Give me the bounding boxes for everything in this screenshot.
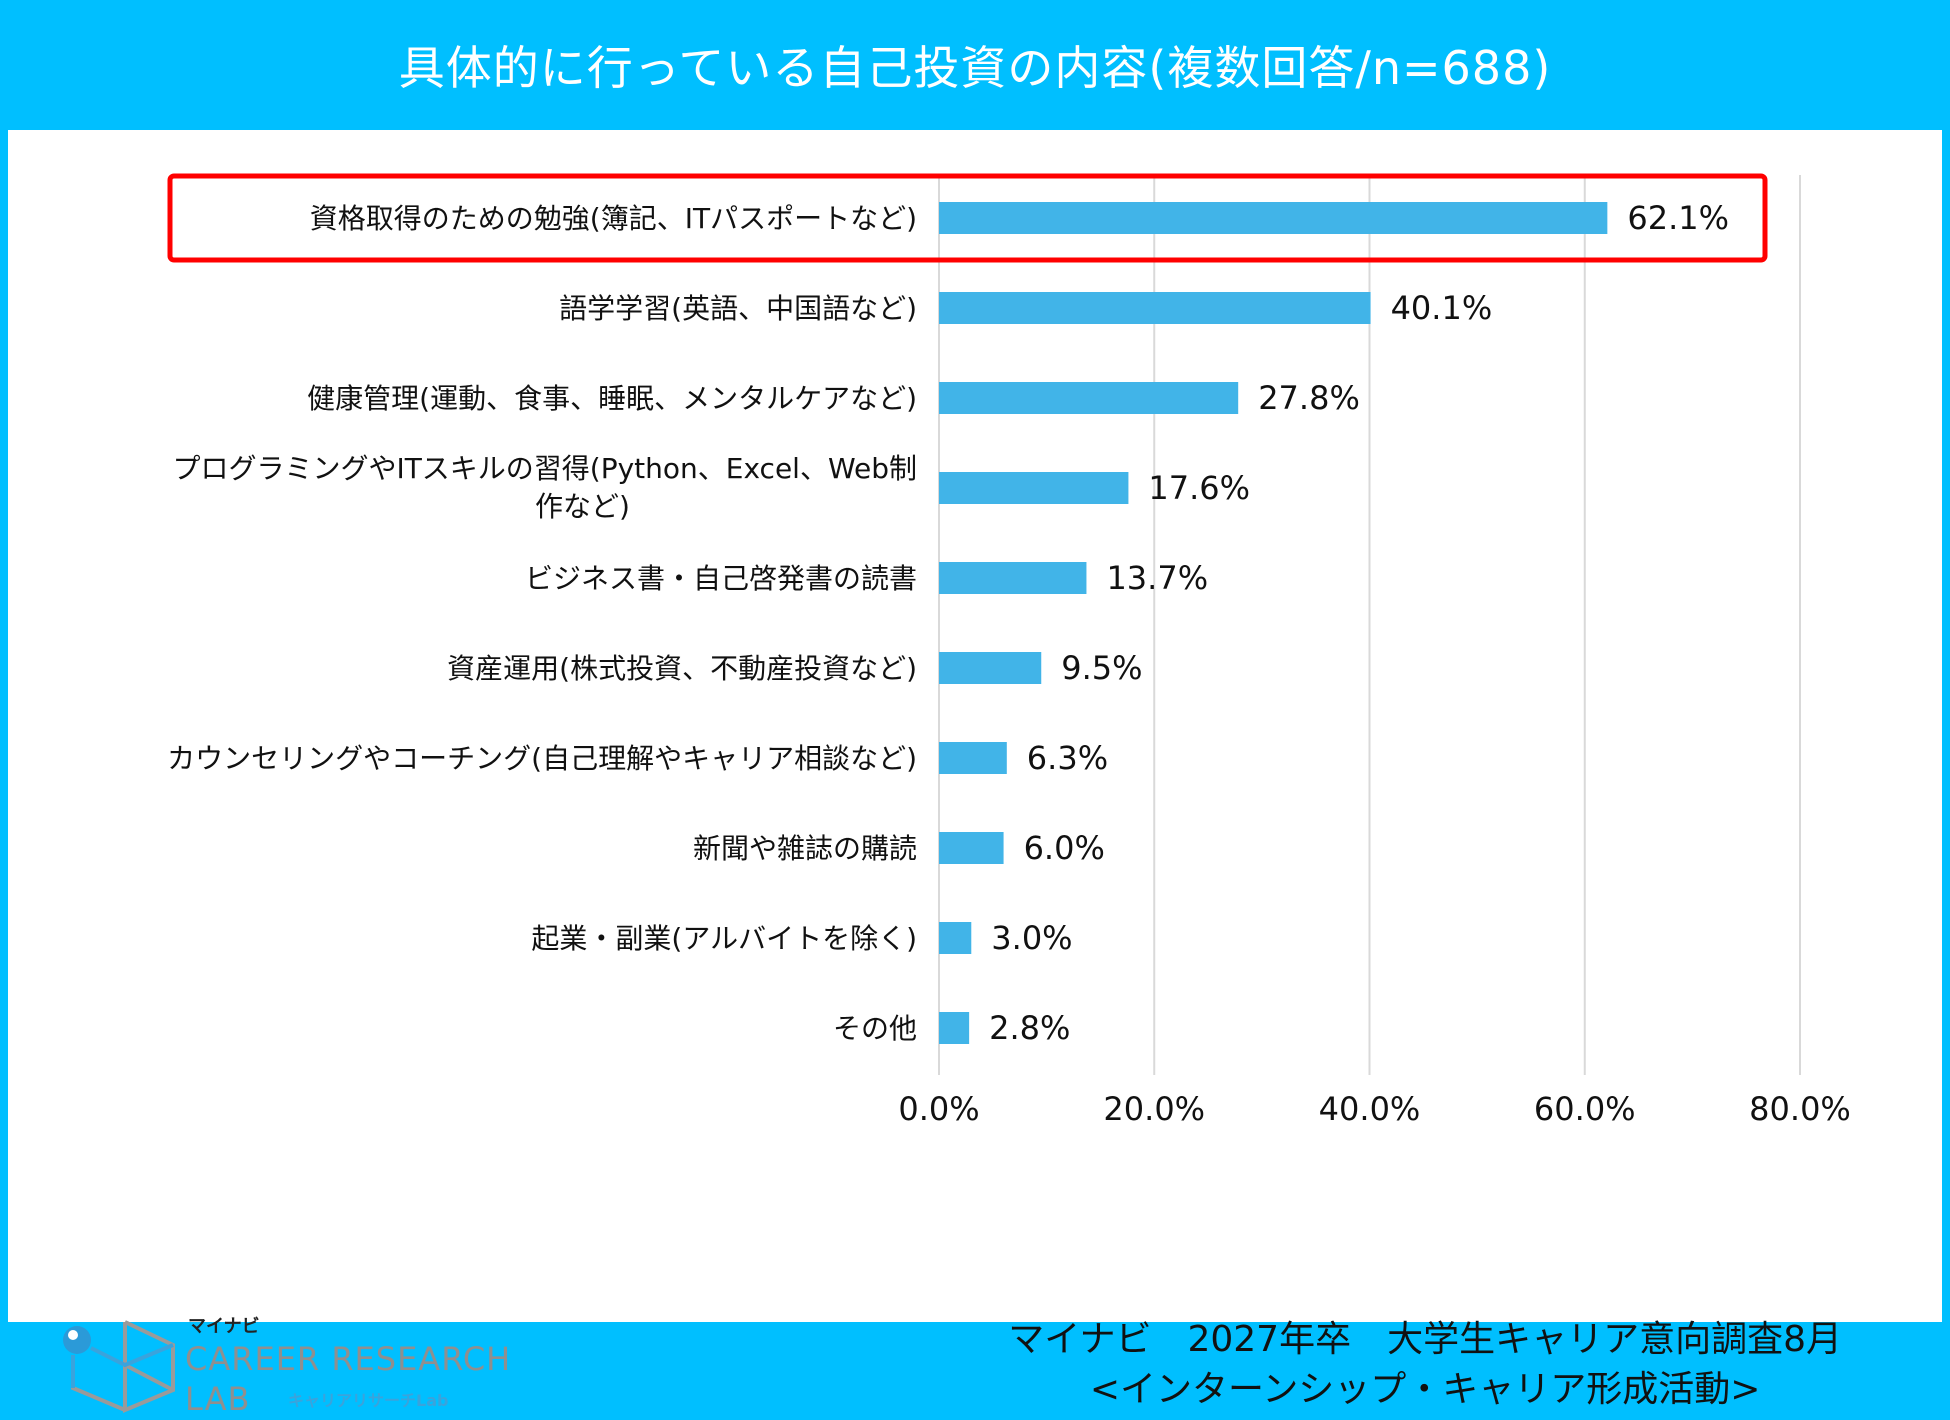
- bar: [939, 1012, 970, 1044]
- category-label: カウンセリングやコーチング(自己理解やキャリア相談など): [167, 742, 917, 775]
- logo-kana: マイナビ: [188, 1316, 260, 1337]
- bar: [939, 922, 972, 954]
- bars: [939, 202, 1608, 1044]
- highlight-box: [167, 173, 1768, 263]
- data-label: 6.3%: [1027, 739, 1108, 777]
- category-label: 資格取得のための勉強(簿記、ITパスポートなど): [310, 202, 917, 235]
- bar: [939, 292, 1371, 324]
- value-labels: 62.1% 40.1% 27.8% 17.6% 13.7% 9.5% 6.3% 6.0% 3.0…: [989, 199, 1729, 1047]
- category-labels: 資格取得のための勉強(簿記、ITパスポートなど) 語学学習(英語、中国語など) 健康…: [167, 202, 917, 1045]
- data-label: 62.1%: [1627, 199, 1729, 237]
- bar: [939, 832, 1004, 864]
- logo-line2: LAB: [185, 1380, 250, 1418]
- category-label-line: 作など): [535, 490, 630, 523]
- x-tick-label: 40.0%: [1319, 1090, 1421, 1128]
- bar-chart: 資格取得のための勉強(簿記、ITパスポートなど) 語学学習(英語、中国語など) 健康…: [167, 173, 1851, 1128]
- source-note: マイナビ 2027年卒 大学生キャリア意向調査8月 <インターンシップ・キャリア…: [1008, 1315, 1842, 1415]
- x-tick-label: 60.0%: [1534, 1090, 1636, 1128]
- x-tick-label: 20.0%: [1103, 1090, 1205, 1128]
- category-label: 健康管理(運動、食事、睡眠、メンタルケアなど): [307, 382, 917, 415]
- x-axis-ticks: 0.0% 20.0% 40.0% 60.0% 80.0%: [898, 1090, 1850, 1128]
- category-label: その他: [833, 1012, 917, 1045]
- category-label: ビジネス書・自己啓発書の読書: [525, 562, 917, 595]
- x-tick-label: 80.0%: [1749, 1090, 1851, 1128]
- bar: [939, 742, 1007, 774]
- source-line-2: <インターンシップ・キャリア形成活動>: [1089, 1369, 1761, 1410]
- data-label: 9.5%: [1061, 649, 1142, 687]
- data-label: 2.8%: [989, 1009, 1070, 1047]
- category-label: 新聞や雑誌の購読: [693, 832, 917, 865]
- logo-line1: CAREER RESEARCH: [185, 1340, 511, 1378]
- bar: [939, 472, 1129, 504]
- bar: [939, 202, 1608, 234]
- highlight: [167, 173, 1768, 263]
- x-tick-label: 0.0%: [898, 1090, 979, 1128]
- logo-cube-icon: [63, 1320, 175, 1413]
- career-research-lab-logo: マイナビ CAREER RESEARCH LAB キャリアリサーチLab: [63, 1316, 511, 1418]
- data-label: 27.8%: [1258, 379, 1360, 417]
- category-label: 資産運用(株式投資、不動産投資など): [447, 652, 917, 685]
- bar: [939, 652, 1042, 684]
- category-label: プログラミングやITスキルの習得(Python、Excel、Web制作など): [172, 452, 917, 523]
- data-label: 17.6%: [1148, 469, 1250, 507]
- bar: [939, 382, 1239, 414]
- data-label: 40.1%: [1391, 289, 1493, 327]
- data-label: 13.7%: [1106, 559, 1208, 597]
- data-label: 6.0%: [1024, 829, 1105, 867]
- chart-panel: 資格取得のための勉強(簿記、ITパスポートなど) 語学学習(英語、中国語など) 健康…: [8, 130, 1942, 1418]
- data-label: 3.0%: [991, 919, 1072, 957]
- bar: [939, 562, 1087, 594]
- source-line-1: マイナビ 2027年卒 大学生キャリア意向調査8月: [1008, 1319, 1842, 1360]
- logo-sub: キャリアリサーチLab: [288, 1391, 448, 1410]
- category-label-line: プログラミングやITスキルの習得(Python、Excel、Web制: [172, 452, 917, 485]
- category-label: 語学学習(英語、中国語など): [559, 292, 917, 325]
- chart-title: 具体的に行っている自己投資の内容(複数回答/n=688): [398, 41, 1552, 95]
- category-label: 起業・副業(アルバイトを除く): [531, 922, 917, 955]
